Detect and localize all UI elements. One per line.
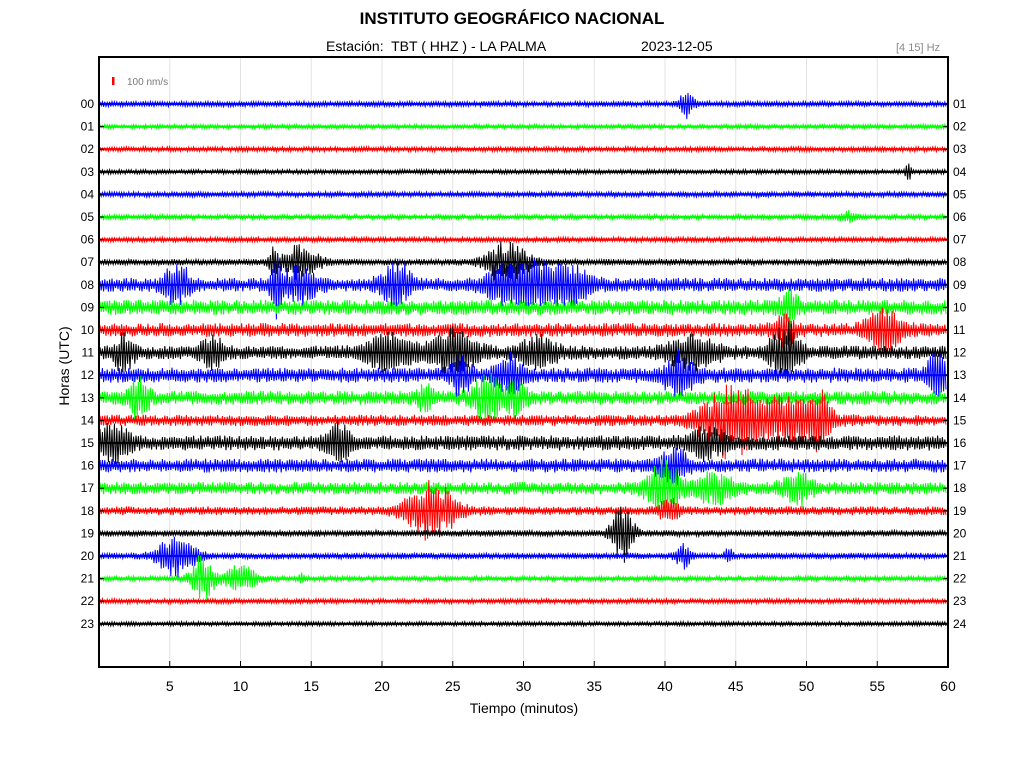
left-hour-label: 11 <box>82 346 95 360</box>
x-tick-label: 55 <box>869 678 885 694</box>
left-hour-label: 15 <box>81 436 95 450</box>
left-hour-label: 00 <box>81 97 95 111</box>
left-hour-ticks: 00 01 02 03 04 05 06 07 08 09 10 11 12 13 14 15 16 17 18 19… <box>81 97 104 631</box>
left-hour-label: 21 <box>81 572 95 586</box>
x-tick-label: 35 <box>586 678 602 694</box>
right-hour-label: 19 <box>953 504 967 518</box>
right-hour-label: 20 <box>953 526 967 540</box>
left-hour-label: 06 <box>81 233 95 247</box>
left-hour-label: 16 <box>81 459 95 473</box>
x-tick-label: 60 <box>940 678 956 694</box>
left-hour-label: 20 <box>81 549 95 563</box>
right-hour-label: 16 <box>953 436 967 450</box>
x-tick-label: 25 <box>445 678 461 694</box>
right-hour-label: 11 <box>953 323 966 337</box>
x-tick-label: 30 <box>516 678 532 694</box>
right-hour-label: 15 <box>953 413 967 427</box>
chart-title: INSTITUTO GEOGRÁFICO NACIONAL <box>359 9 665 28</box>
left-hour-label: 02 <box>81 142 95 156</box>
right-hour-label: 02 <box>953 120 967 134</box>
right-hour-label: 07 <box>953 233 967 247</box>
left-hour-label: 19 <box>81 526 95 540</box>
scale-bar <box>112 77 115 85</box>
left-hour-label: 23 <box>81 617 95 631</box>
right-hour-label: 14 <box>953 391 967 405</box>
right-hour-label: 13 <box>953 368 967 382</box>
x-tick-label: 10 <box>233 678 249 694</box>
right-hour-label: 18 <box>953 481 967 495</box>
left-hour-label: 07 <box>81 255 95 269</box>
frequency-band-label: [4 15] Hz <box>896 42 941 54</box>
y-axis-label: Horas (UTC) <box>56 326 72 406</box>
x-axis-ticks: 5 10 15 20 25 30 35 40 45 50 55 60 <box>166 661 956 694</box>
left-hour-label: 13 <box>81 391 95 405</box>
right-hour-label: 21 <box>953 549 967 563</box>
right-hour-label: 22 <box>953 572 967 586</box>
x-tick-label: 50 <box>799 678 815 694</box>
left-hour-label: 12 <box>81 368 95 382</box>
x-tick-label: 40 <box>657 678 673 694</box>
right-hour-label: 06 <box>953 210 967 224</box>
left-hour-label: 09 <box>81 300 95 314</box>
right-hour-label: 17 <box>953 459 967 473</box>
x-tick-label: 20 <box>374 678 390 694</box>
right-hour-label: 04 <box>953 165 967 179</box>
x-tick-label: 5 <box>166 678 174 694</box>
right-hour-label: 05 <box>953 187 967 201</box>
left-hour-label: 18 <box>81 504 95 518</box>
left-hour-label: 14 <box>81 413 95 427</box>
left-hour-label: 05 <box>81 210 95 224</box>
x-tick-label: 15 <box>303 678 319 694</box>
right-hour-label: 10 <box>953 300 967 314</box>
x-axis-label: Tiempo (minutos) <box>469 700 579 716</box>
right-hour-label: 12 <box>953 346 967 360</box>
right-hour-ticks: 01 02 03 04 05 06 07 08 09 10 11 12 13 14 15 16 17 18 19 20… <box>943 97 967 631</box>
seismic-traces <box>99 92 948 628</box>
right-hour-label: 23 <box>953 594 967 608</box>
date-label: 2023-12-05 <box>641 38 713 54</box>
left-hour-label: 03 <box>81 165 95 179</box>
station-label: Estación: TBT ( HHZ ) - LA PALMA <box>326 38 547 54</box>
left-hour-label: 08 <box>81 278 95 292</box>
right-hour-label: 03 <box>953 142 967 156</box>
right-hour-label: 24 <box>953 617 967 631</box>
left-hour-label: 10 <box>81 323 95 337</box>
scale-label: 100 nm/s <box>127 77 168 88</box>
right-hour-label: 01 <box>953 97 967 111</box>
right-hour-label: 09 <box>953 278 967 292</box>
left-hour-label: 04 <box>81 187 95 201</box>
right-hour-label: 08 <box>953 255 967 269</box>
left-hour-label: 22 <box>81 594 95 608</box>
left-hour-label: 01 <box>81 120 95 134</box>
x-tick-label: 45 <box>728 678 744 694</box>
left-hour-label: 17 <box>81 481 95 495</box>
